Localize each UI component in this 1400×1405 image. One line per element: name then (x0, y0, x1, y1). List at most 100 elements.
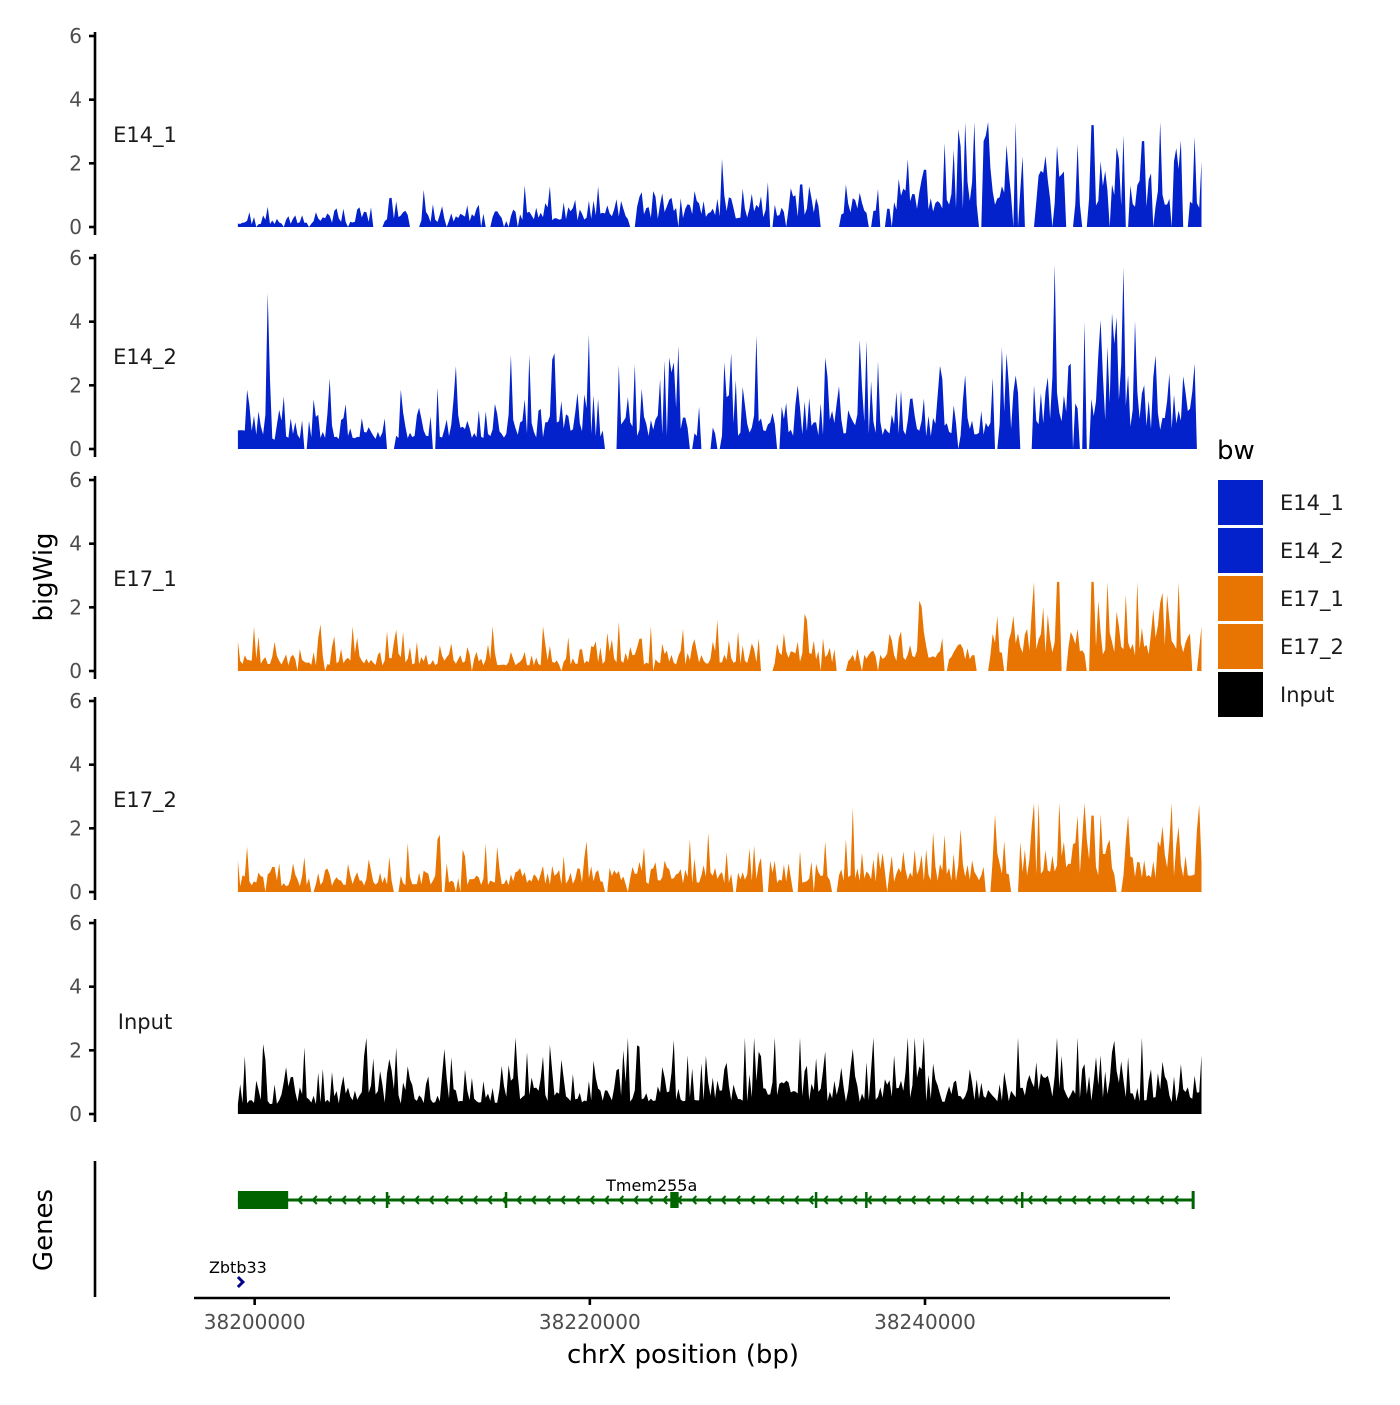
strand-arrow (968, 1195, 975, 1205)
y-tick-label: 0 (69, 880, 82, 904)
legend-item-input: Input (1218, 672, 1334, 717)
y-tick-label: 2 (69, 816, 82, 840)
gene-label: Tmem255a (605, 1176, 697, 1195)
legend-swatch (1218, 624, 1263, 669)
gene-tmem255a: Tmem255a (237, 1176, 1195, 1209)
legend-item-e14-1: E14_1 (1218, 480, 1344, 525)
strand-arrow (457, 1195, 464, 1205)
strand-arrow (807, 1195, 814, 1205)
strand-arrow (340, 1195, 347, 1205)
strand-arrow (1099, 1195, 1106, 1205)
legend-label: E17_2 (1280, 635, 1344, 660)
track-e14-1: 0 2 4 6 E14_1 (69, 24, 1202, 239)
tracks-layer: 0 2 4 6 E14_1 0 2 4 6 E14_2 0 2 4 6 E17_1 0 2 4 6 E17_2 0 2 4 6… (69, 24, 1202, 1126)
strand-arrow (1172, 1195, 1179, 1205)
y-tick-label: 4 (69, 88, 82, 112)
y-tick-label: 6 (69, 689, 82, 713)
strand-arrow (880, 1195, 887, 1205)
track-e14-2: 0 2 4 6 E14_2 (69, 246, 1202, 461)
legend-label: Input (1280, 683, 1334, 707)
strand-arrow (588, 1195, 595, 1205)
y-tick-label: 6 (69, 246, 82, 270)
strand-arrow (501, 1195, 508, 1205)
strand-arrow (369, 1195, 376, 1205)
strand-arrow (296, 1195, 303, 1205)
strand-arrow (325, 1195, 333, 1205)
strand-arrow (428, 1195, 435, 1205)
strand-arrow (632, 1195, 639, 1205)
track-e17-2: 0 2 4 6 E17_2 (69, 689, 1202, 904)
gene-exon (237, 1191, 289, 1209)
y-tick-label: 2 (69, 595, 82, 619)
y-tick-label: 0 (69, 1102, 82, 1126)
strand-arrow (617, 1195, 625, 1205)
genes-axis-title: Genes (29, 1189, 59, 1271)
strand-arrow (413, 1195, 420, 1205)
strand-arrow (471, 1195, 479, 1205)
legend-swatch (1218, 528, 1263, 573)
y-tick-label: 4 (69, 532, 82, 556)
signal-area (237, 581, 1202, 671)
y-tick-label: 0 (69, 437, 82, 461)
strand-arrow (676, 1195, 683, 1205)
strand-arrow (559, 1195, 566, 1205)
strand-arrow (895, 1195, 902, 1205)
y-tick-label: 2 (69, 1038, 82, 1062)
x-tick-label: 38240000 (874, 1310, 976, 1334)
strand-arrow (515, 1195, 522, 1205)
x-axis-title: chrX position (bp) (567, 1340, 799, 1370)
y-tick-label: 6 (69, 24, 82, 48)
track-label: E17_2 (113, 788, 177, 813)
strand-arrow (1041, 1195, 1048, 1205)
x-axis: 38200000 38220000 38240000 (194, 1296, 1170, 1334)
strand-arrow (1070, 1195, 1077, 1205)
legend-label: E14_1 (1280, 491, 1344, 516)
strand-arrow (749, 1195, 756, 1205)
y-tick-label: 2 (69, 373, 82, 397)
strand-arrow (647, 1195, 654, 1205)
track-label: Input (118, 1010, 172, 1034)
track-label: E14_1 (113, 123, 177, 148)
strand-arrow (836, 1195, 844, 1205)
track-label: E17_1 (113, 567, 177, 592)
strand-arrow (1158, 1195, 1165, 1205)
y-tick-label: 2 (69, 151, 82, 175)
legend-item-e14-2: E14_2 (1218, 528, 1344, 573)
strand-arrow (1143, 1195, 1150, 1205)
strand-arrow (939, 1195, 946, 1205)
y-tick-label: 0 (69, 215, 82, 239)
legend-item-e17-1: E17_1 (1218, 576, 1344, 621)
y-tick-label: 6 (69, 911, 82, 935)
strand-arrow (311, 1195, 318, 1205)
strand-arrow (442, 1195, 449, 1205)
strand-arrow (953, 1195, 960, 1205)
x-tick-label: 38220000 (539, 1310, 641, 1334)
legend: bw E14_1 E14_2 E17_1 E17_2 Input (1217, 436, 1344, 717)
signal-area (237, 122, 1202, 227)
y-tick-label: 0 (69, 659, 82, 683)
legend-swatch (1218, 672, 1263, 717)
strand-arrow (384, 1195, 391, 1205)
strand-arrow (603, 1195, 610, 1205)
strand-arrow (822, 1195, 829, 1205)
strand-arrow (486, 1195, 493, 1205)
strand-arrow (574, 1195, 581, 1205)
strand-arrow (1026, 1195, 1033, 1205)
strand-arrow (690, 1195, 698, 1205)
track-e17-1: 0 2 4 6 E17_1 (69, 468, 1202, 683)
legend-title: bw (1217, 436, 1255, 466)
legend-label: E14_2 (1280, 539, 1344, 564)
legend-swatch (1218, 576, 1263, 621)
strand-arrow (909, 1195, 917, 1205)
strand-arrow (1085, 1195, 1092, 1205)
track-label: E14_2 (113, 345, 177, 370)
gene-label: Zbtb33 (209, 1258, 267, 1277)
y-tick-label: 4 (69, 310, 82, 334)
y-tick-label: 6 (69, 468, 82, 492)
signal-area (237, 264, 1202, 449)
legend-item-e17-2: E17_2 (1218, 624, 1344, 669)
strand-arrow (1012, 1195, 1019, 1205)
genes-layer: Tmem255a Zbtb33 (93, 1161, 1195, 1297)
